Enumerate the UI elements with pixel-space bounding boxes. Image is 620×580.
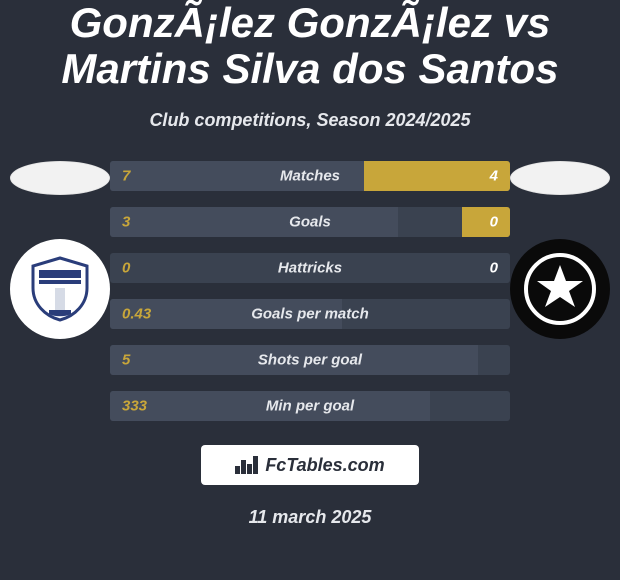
stat-row: 333 Min per goal — [110, 391, 510, 421]
content: 7 4 Matches 3 0 Goals 0 0 Hattricks 0.43 Goals per… — [0, 161, 620, 528]
stat-row: 5 Shots per goal — [110, 345, 510, 375]
crest-right — [510, 239, 610, 339]
stat-label: Matches — [280, 168, 340, 185]
stat-row: 0.43 Goals per match — [110, 299, 510, 329]
value-left: 0 — [122, 260, 130, 277]
player-right-column — [505, 161, 615, 339]
stat-label: Min per goal — [266, 398, 354, 415]
value-left: 5 — [122, 352, 130, 369]
stat-label: Goals — [289, 214, 331, 231]
value-right: 0 — [490, 260, 498, 277]
page-title: GonzÃ¡lez GonzÃ¡lez vs Martins Silva dos… — [0, 0, 620, 92]
fill-right — [364, 161, 510, 191]
stat-label: Hattricks — [278, 260, 342, 277]
stat-row: 0 0 Hattricks — [110, 253, 510, 283]
fill-right — [462, 207, 510, 237]
fill-left — [110, 207, 398, 237]
value-left: 3 — [122, 214, 130, 231]
branding: FcTables.com — [201, 445, 419, 485]
shield-icon — [25, 254, 95, 324]
subtitle: Club competitions, Season 2024/2025 — [0, 110, 620, 131]
stat-label: Shots per goal — [258, 352, 362, 369]
branding-text: FcTables.com — [265, 455, 384, 476]
date: 11 march 2025 — [0, 507, 620, 528]
flag-right — [510, 161, 610, 195]
crest-left — [10, 239, 110, 339]
player-left-column — [5, 161, 115, 339]
value-left: 0.43 — [122, 306, 151, 323]
stat-row: 3 0 Goals — [110, 207, 510, 237]
stat-label: Goals per match — [251, 306, 369, 323]
value-right: 4 — [490, 168, 498, 185]
value-left: 333 — [122, 398, 147, 415]
bar-chart-icon — [235, 456, 259, 474]
flag-left — [10, 161, 110, 195]
value-left: 7 — [122, 168, 130, 185]
comparison-infographic: GonzÃ¡lez GonzÃ¡lez vs Martins Silva dos… — [0, 0, 620, 580]
stat-rows: 7 4 Matches 3 0 Goals 0 0 Hattricks 0.43 Goals per… — [110, 161, 510, 421]
stat-row: 7 4 Matches — [110, 161, 510, 191]
star-icon — [520, 249, 600, 329]
value-right: 0 — [490, 214, 498, 231]
